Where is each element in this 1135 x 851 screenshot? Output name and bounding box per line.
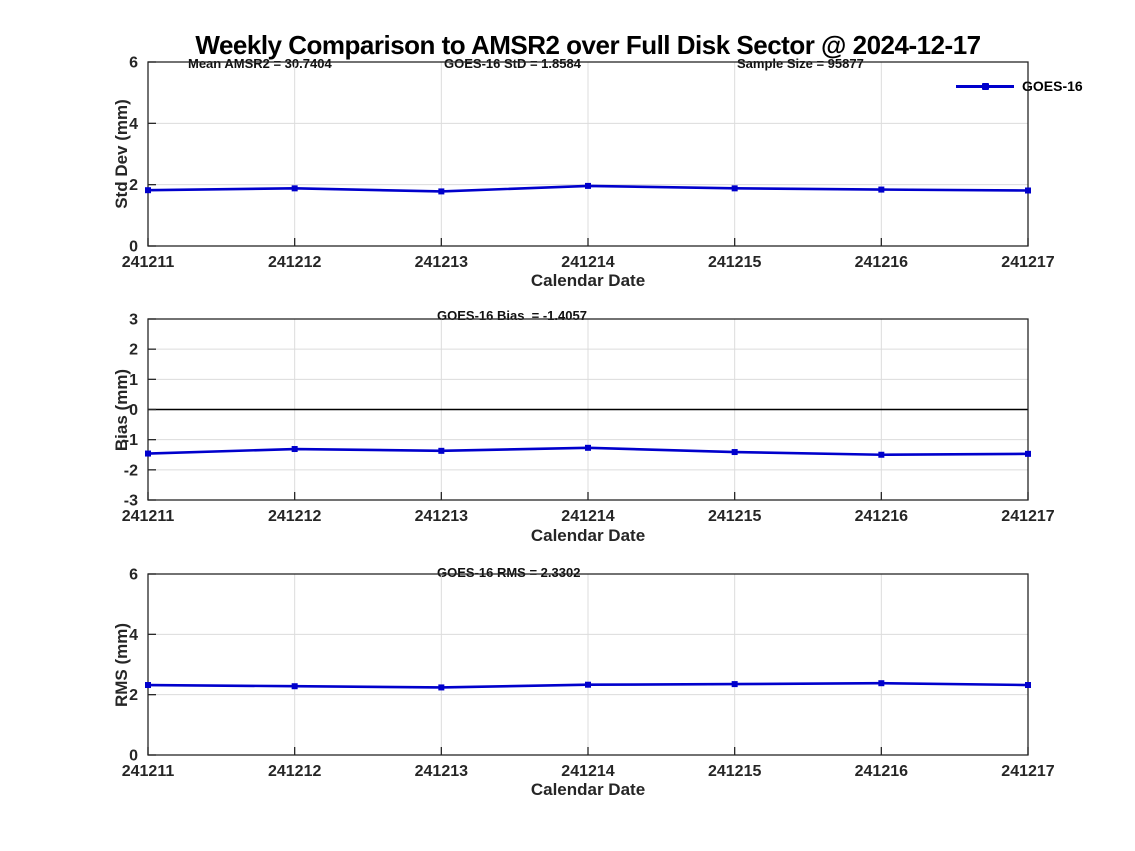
x-tick-label: 241216 [855, 763, 908, 780]
x-tick-label: 241215 [708, 254, 761, 271]
annotation-goes16-rms: GOES-16 RMS = 2.3302 [437, 565, 581, 580]
y-tick-label: 6 [129, 55, 138, 72]
data-point-marker [438, 188, 445, 195]
data-point-marker [145, 682, 151, 689]
x-tick-label: 241217 [1001, 508, 1054, 525]
page-title: Weekly Comparison to AMSR2 over Full Dis… [195, 30, 981, 60]
data-point-marker [731, 185, 738, 192]
y-tick-label: 4 [129, 116, 138, 133]
annotation-goes16-std: GOES-16 StD = 1.8584 [444, 56, 581, 71]
data-point-marker [438, 684, 445, 691]
data-point-marker [145, 187, 151, 194]
data-point-marker [1025, 187, 1031, 194]
y-tick-label: -2 [124, 462, 138, 479]
x-axis-label-rms: Calendar Date [530, 780, 646, 799]
x-axis-label-stddev: Calendar Date [530, 271, 646, 290]
x-tick-label: 241217 [1001, 763, 1054, 780]
x-tick-label: 241216 [855, 254, 908, 271]
annotation-mean-amsr2: Mean AMSR2 = 30.7404 [188, 56, 332, 71]
x-tick-label: 241214 [561, 508, 614, 525]
x-tick-label: 241212 [268, 763, 321, 780]
x-tick-label: 241215 [708, 763, 761, 780]
x-tick-label: 241211 [122, 254, 175, 271]
data-point-marker [731, 449, 738, 456]
x-tick-label: 241213 [415, 763, 468, 780]
x-tick-label: 241212 [268, 254, 321, 271]
x-tick-label: 241213 [415, 508, 468, 525]
y-tick-label: 1 [129, 372, 138, 389]
y-tick-label: 0 [129, 239, 138, 256]
data-point-marker [585, 182, 591, 189]
data-point-marker [291, 683, 298, 690]
x-axis-label-bias: Calendar Date [530, 526, 646, 545]
y-tick-label: -1 [124, 432, 138, 449]
data-point-marker [1025, 682, 1031, 689]
data-point-marker [878, 680, 885, 687]
x-tick-label: 241213 [415, 254, 468, 271]
x-tick-label: 241212 [268, 508, 321, 525]
data-point-marker [291, 185, 298, 192]
y-tick-label: 2 [129, 177, 138, 194]
y-tick-label: 0 [129, 402, 138, 419]
y-tick-label: 2 [129, 687, 138, 704]
data-point-marker [585, 444, 591, 451]
data-point-marker [438, 447, 445, 454]
y-tick-label: -3 [124, 493, 138, 510]
annotation-sample-size: Sample Size = 95877 [737, 56, 864, 71]
y-tick-label: 4 [129, 627, 138, 644]
data-point-marker [1025, 450, 1031, 457]
data-point-marker [878, 186, 885, 193]
x-tick-label: 241214 [561, 254, 614, 271]
data-point-marker [878, 451, 885, 458]
x-tick-label: 241214 [561, 763, 614, 780]
data-point-marker [145, 450, 151, 457]
y-tick-label: 3 [129, 312, 138, 329]
x-tick-label: 241215 [708, 508, 761, 525]
x-tick-label: 241211 [122, 508, 175, 525]
x-tick-label: 241216 [855, 508, 908, 525]
y-tick-label: 6 [129, 567, 138, 584]
legend-series-label: GOES-16 [1022, 78, 1083, 94]
legend-marker-icon [982, 82, 989, 90]
data-point-marker [585, 681, 591, 688]
y-tick-label: 0 [129, 748, 138, 765]
legend-line-sample [956, 82, 1014, 90]
x-tick-label: 241211 [122, 763, 175, 780]
legend: GOES-16 [956, 78, 1083, 94]
y-tick-label: 2 [129, 342, 138, 359]
data-point-marker [731, 681, 738, 688]
x-tick-label: 241217 [1001, 254, 1054, 271]
data-point-marker [291, 446, 298, 453]
